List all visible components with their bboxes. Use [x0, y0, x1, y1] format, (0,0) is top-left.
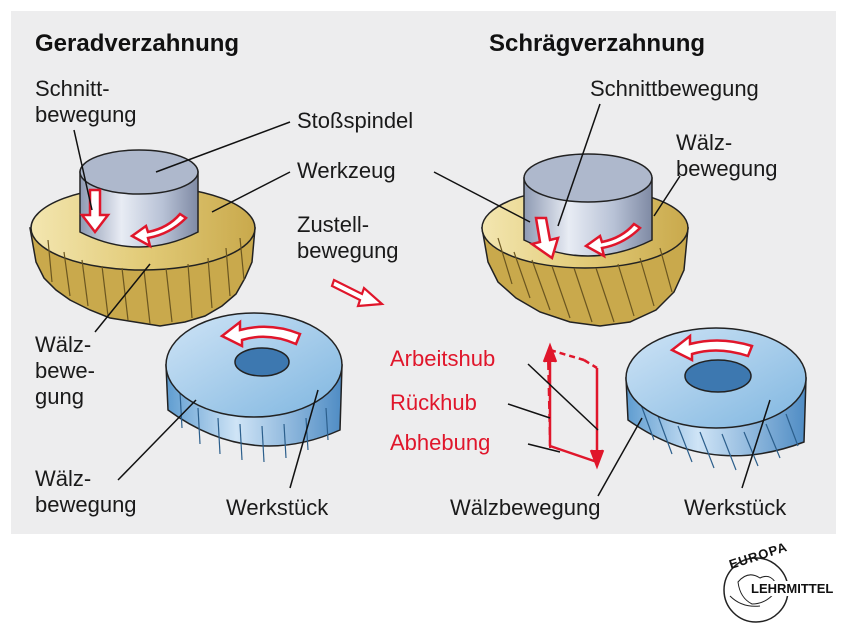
heading-geradverzahnung: Geradverzahnung [35, 30, 240, 57]
label-werkstueck-left: Werkstück [226, 495, 329, 520]
zustell-arrow [330, 278, 385, 308]
label-waelzbewegung-right-bottom: Wälzbewegung [450, 495, 601, 520]
right-cut-arrow [529, 216, 560, 261]
label-rueckhub: Rückhub [390, 390, 477, 415]
label-schnittbewegung-left: Schnitt- bewegung [35, 76, 137, 127]
leader-lines [73, 103, 771, 497]
left-rotation-arrow [129, 212, 188, 249]
label-werkzeug: Werkzeug [297, 158, 396, 183]
logo-text-lehrmittel: LEHRMITTEL [750, 581, 835, 596]
label-schnittbewegung-right: Schnittbewegung [590, 76, 759, 101]
label-zustellbewegung: Zustell- bewegung [297, 212, 399, 263]
label-werkstueck-right: Werkstück [684, 495, 787, 520]
right-workpiece-arrow [669, 333, 754, 363]
label-waelzbewegung-left-bottom: Wälz- bewegung [35, 466, 137, 517]
right-rotation-arrow [583, 222, 642, 259]
stroke-cycle-diagram [542, 342, 605, 470]
label-waelzbewegung-left-top: Wälz- bewe- gung [35, 332, 95, 409]
label-arbeitshub: Arbeitshub [390, 346, 496, 371]
label-waelzbewegung-right-top: Wälz- bewegung [676, 130, 778, 181]
label-stossspindel: Stoßspindel [297, 108, 414, 133]
left-workpiece-arrow [219, 319, 302, 349]
right-workpiece [625, 327, 807, 471]
label-abhebung: Abhebung [390, 430, 491, 455]
left-cut-arrow [79, 188, 111, 235]
heading-schraegverzahnung: Schrägverzahnung [489, 30, 706, 57]
